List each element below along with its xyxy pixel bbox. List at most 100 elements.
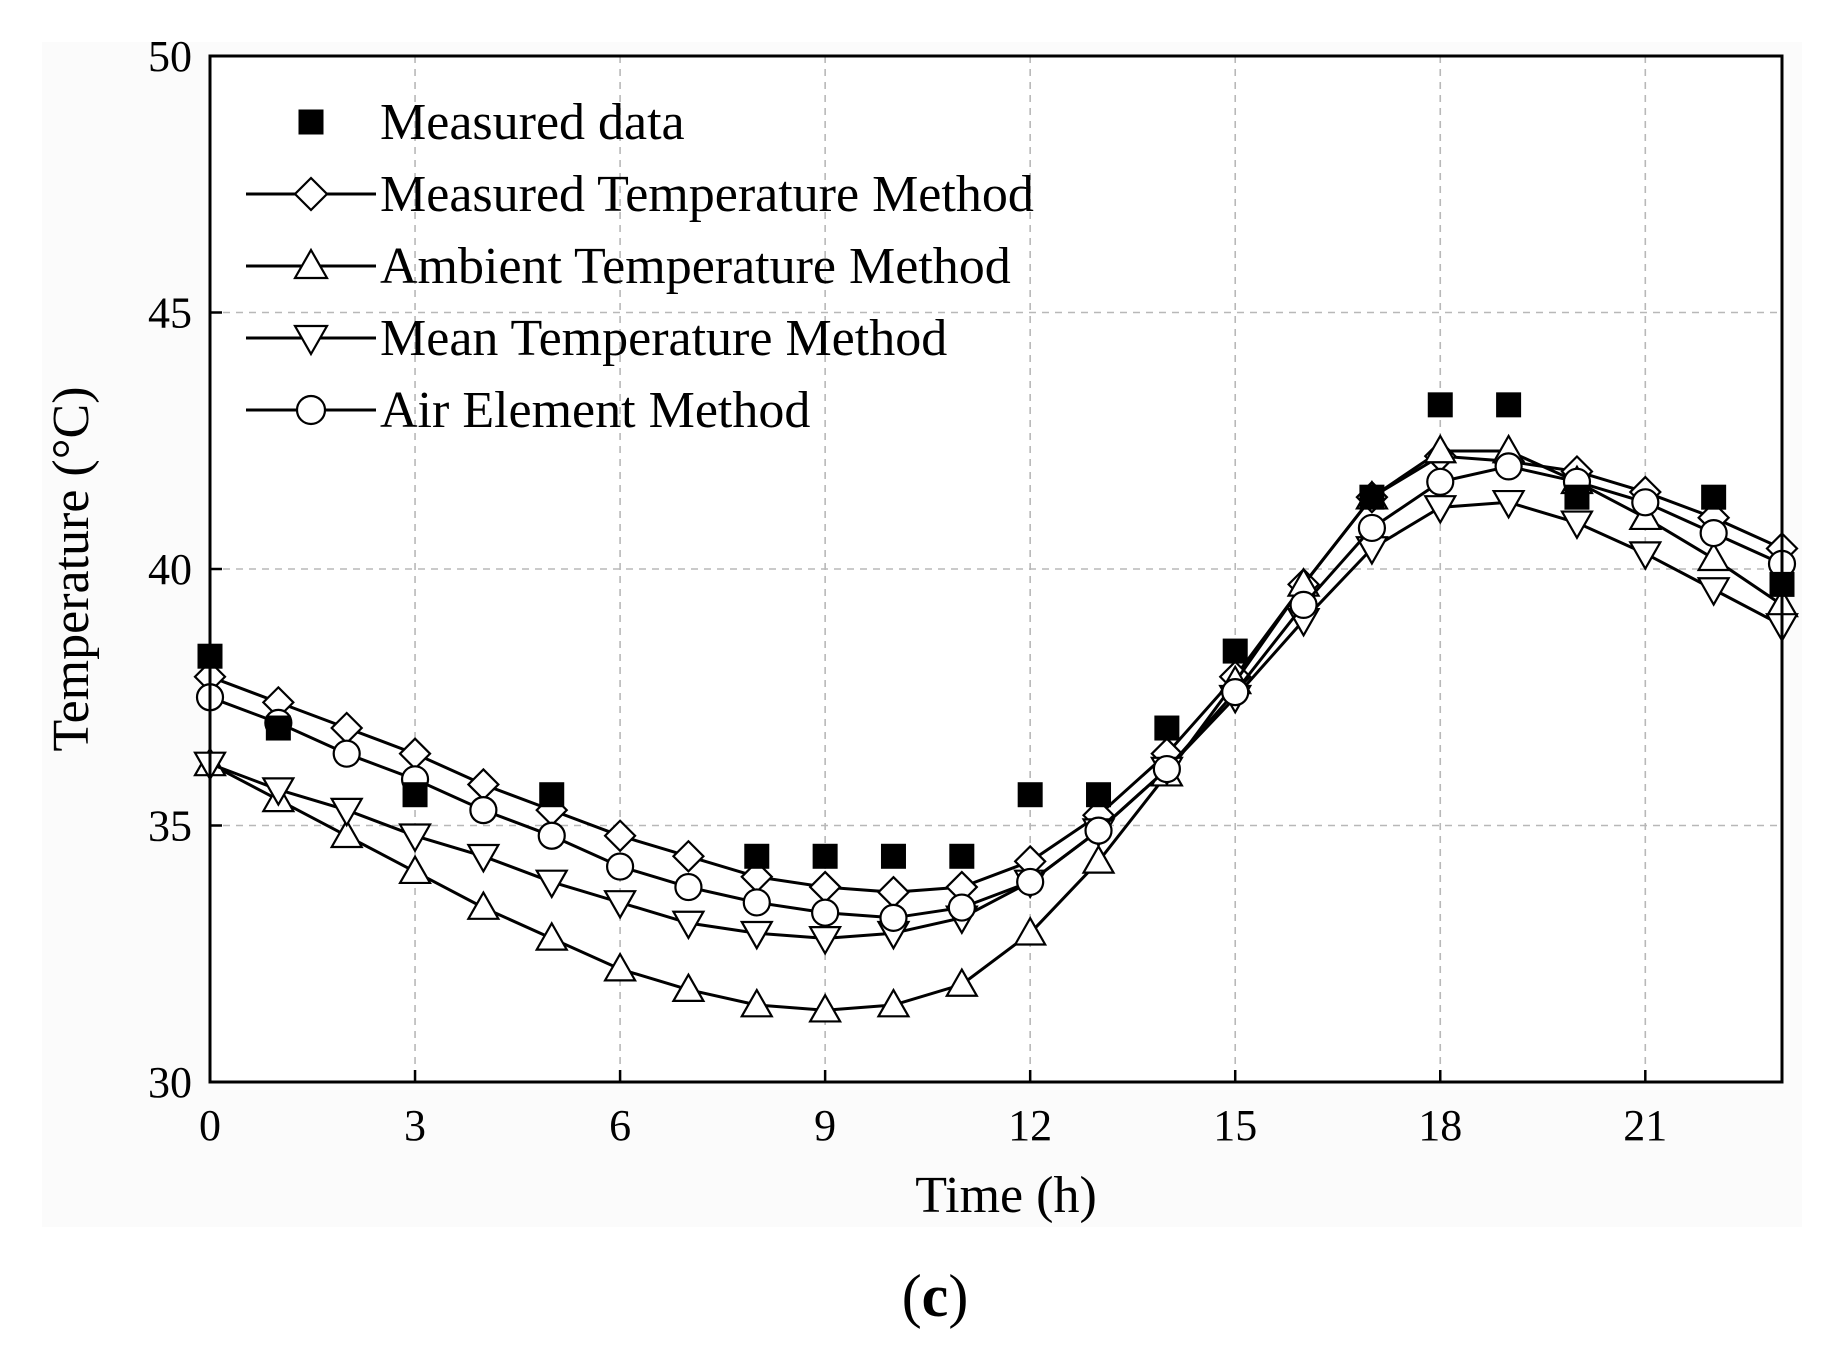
point-diamond-6 xyxy=(603,819,637,853)
x-tick-label-3: 9 xyxy=(814,1101,836,1150)
measured-point-4 xyxy=(744,843,770,869)
measured-point-16 xyxy=(1701,484,1727,510)
point-circle-4 xyxy=(469,796,498,825)
point-triangle-up-11 xyxy=(944,967,979,997)
x-tick-label-4: 12 xyxy=(1008,1101,1052,1150)
legend-label-circle: Air Element Method xyxy=(380,382,810,439)
caption-open-paren: ( xyxy=(902,1263,922,1329)
point-circle-9 xyxy=(811,898,840,927)
point-triangle-up-2 xyxy=(329,818,364,849)
point-circle-11 xyxy=(947,893,976,922)
y-tick-label-3: 45 xyxy=(148,289,192,338)
legend-marker-circle xyxy=(295,394,327,426)
y-tick-label-4: 50 xyxy=(148,32,192,81)
point-circle-21 xyxy=(1631,488,1660,517)
point-circle-8 xyxy=(742,888,771,917)
point-triangle-down-22 xyxy=(1696,577,1731,607)
legend-item-square: Measured data xyxy=(298,94,685,151)
measured-point-5 xyxy=(812,843,838,869)
point-triangle-down-21 xyxy=(1628,541,1663,571)
point-circle-19 xyxy=(1494,452,1523,481)
point-circle-13 xyxy=(1084,816,1113,845)
legend-label-triangle-down: Mean Temperature Method xyxy=(380,310,947,367)
legend-item-circle: Air Element Method xyxy=(246,382,810,439)
point-triangle-up-4 xyxy=(466,890,501,920)
measured-point-1 xyxy=(265,715,291,741)
series-layer xyxy=(193,433,1799,1023)
x-tick-label-5: 15 xyxy=(1213,1101,1257,1150)
y-axis-title: Temperature (°C) xyxy=(43,386,100,751)
point-triangle-up-6 xyxy=(603,951,637,982)
caption-close-paren: ) xyxy=(948,1263,968,1329)
point-triangle-down-18 xyxy=(1423,495,1458,525)
caption-letter: c xyxy=(922,1263,949,1329)
point-circle-5 xyxy=(537,821,566,850)
point-triangle-down-20 xyxy=(1560,510,1594,541)
measured-point-7 xyxy=(949,843,975,869)
measured-point-10 xyxy=(1154,715,1180,741)
point-triangle-down-7 xyxy=(671,910,706,941)
point-triangle-down-5 xyxy=(534,869,569,900)
figure-caption: (c) xyxy=(902,1263,969,1329)
legend-label-square: Measured data xyxy=(380,94,685,151)
point-triangle-down-8 xyxy=(739,920,774,951)
point-triangle-down-2 xyxy=(329,797,364,828)
legend-label-diamond: Measured Temperature Method xyxy=(380,166,1034,223)
measured-point-3 xyxy=(539,782,565,808)
y-tick-label-1: 35 xyxy=(148,802,192,851)
point-triangle-up-5 xyxy=(534,921,569,951)
measured-point-8 xyxy=(1017,782,1043,808)
y-tick-label-0: 30 xyxy=(148,1058,192,1107)
point-triangle-down-1 xyxy=(261,777,296,807)
point-triangle-down-19 xyxy=(1491,489,1526,520)
measured-point-9 xyxy=(1086,782,1112,808)
legend-item-triangle-up: Ambient Temperature Method xyxy=(246,238,1011,295)
point-triangle-up-3 xyxy=(398,854,432,885)
x-tick-label-0: 0 xyxy=(199,1101,221,1150)
legend: Measured data Measured Temperature Method… xyxy=(246,94,1034,439)
point-circle-14 xyxy=(1152,754,1181,784)
x-tick-label-2: 6 xyxy=(609,1101,631,1150)
point-circle-17 xyxy=(1357,513,1387,543)
point-triangle-up-12 xyxy=(1013,916,1048,946)
legend-marker-triangle-up xyxy=(293,247,329,280)
measured-point-12 xyxy=(1359,484,1385,510)
measured-point-11 xyxy=(1222,638,1248,664)
legend-marker-diamond xyxy=(293,176,329,212)
point-circle-10 xyxy=(879,903,908,932)
measured-point-15 xyxy=(1564,484,1590,510)
point-circle-22 xyxy=(1699,518,1728,548)
legend-marker-square xyxy=(298,109,324,135)
point-triangle-up-22 xyxy=(1696,541,1731,572)
point-triangle-down-3 xyxy=(398,823,432,853)
series-triangle-down xyxy=(193,489,1799,956)
x-tick-label-1: 3 xyxy=(404,1101,426,1150)
point-triangle-down-6 xyxy=(603,890,637,920)
x-tick-label-6: 18 xyxy=(1418,1101,1462,1150)
legend-item-diamond: Measured Temperature Method xyxy=(246,166,1034,223)
point-circle-15 xyxy=(1221,678,1250,707)
measured-point-2 xyxy=(402,782,428,808)
point-triangle-up-18 xyxy=(1423,433,1458,464)
series-circle xyxy=(195,452,1797,932)
axes: 0 3 6 9 12 15 18 21 30 35 40 45 50 xyxy=(148,32,1667,1150)
point-circle-7 xyxy=(674,872,703,902)
point-triangle-up-8 xyxy=(739,987,774,1018)
point-triangle-up-10 xyxy=(876,987,911,1018)
point-circle-6 xyxy=(605,852,635,881)
measured-point-13 xyxy=(1427,392,1453,418)
legend-label-triangle-up: Ambient Temperature Method xyxy=(380,238,1011,295)
point-circle-2 xyxy=(332,739,361,768)
x-axis-title: Time (h) xyxy=(915,1167,1097,1224)
measured-point-14 xyxy=(1496,392,1522,418)
x-tick-label-7: 21 xyxy=(1623,1101,1667,1150)
legend-marker-triangle-down xyxy=(293,324,329,357)
point-diamond-7 xyxy=(671,839,705,873)
point-triangle-down-4 xyxy=(466,843,501,874)
point-triangle-down-9 xyxy=(808,926,843,956)
y-tick-label-2: 40 xyxy=(148,545,192,594)
measured-point-6 xyxy=(880,843,906,869)
point-circle-18 xyxy=(1426,467,1455,496)
measured-points xyxy=(197,392,1795,869)
